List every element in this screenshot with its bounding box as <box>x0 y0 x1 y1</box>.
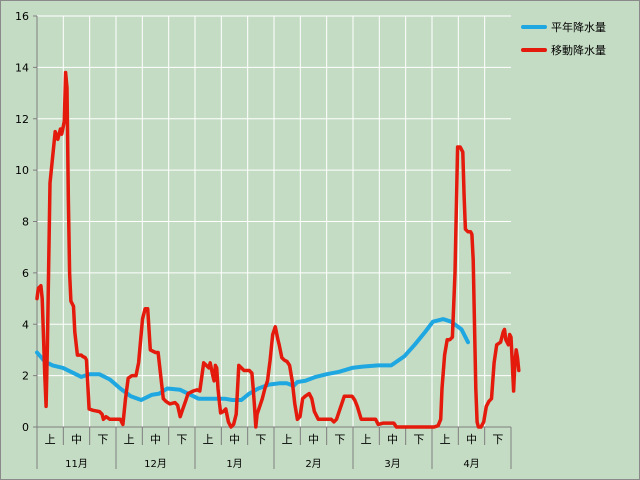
x-decade-label-16: 中 <box>466 433 477 446</box>
x-decade-label-9: 上 <box>282 433 293 446</box>
legend-entry-moving: 移動降水量 <box>521 42 606 58</box>
x-decade-label-11: 下 <box>334 433 345 446</box>
x-decade-label-7: 中 <box>229 433 240 446</box>
x-decade-label-8: 下 <box>255 433 266 446</box>
legend-label-moving: 移動降水量 <box>551 44 606 57</box>
x-month-label-5: 4月 <box>463 458 479 470</box>
x-decade-label-3: 上 <box>124 433 135 446</box>
x-decade-label-13: 中 <box>387 433 398 446</box>
y-tick-label-8: 8 <box>22 216 29 229</box>
series-line-1 <box>35 70 521 429</box>
legend-label-normal: 平年降水量 <box>551 21 606 34</box>
series-line-0 <box>35 317 470 402</box>
x-decade-label-5: 下 <box>176 433 187 446</box>
x-month-label-0: 11月 <box>65 458 88 470</box>
x-decade-label-15: 上 <box>440 433 451 446</box>
x-month-label-4: 3月 <box>384 458 400 470</box>
x-month-label-1: 12月 <box>144 458 167 470</box>
legend-entry-normal: 平年降水量 <box>521 19 606 35</box>
x-month-label-3: 2月 <box>305 458 321 470</box>
y-tick-label-10: 10 <box>15 164 29 177</box>
x-decade-label-2: 下 <box>97 433 108 446</box>
x-decade-label-4: 中 <box>150 433 161 446</box>
x-decade-label-14: 下 <box>413 433 424 446</box>
y-tick-label-12: 12 <box>15 113 29 126</box>
legend-swatch-moving <box>521 48 547 52</box>
legend-swatch-normal <box>521 25 547 29</box>
x-decade-label-12: 上 <box>361 433 372 446</box>
y-tick-label-14: 14 <box>15 61 29 74</box>
y-tick-label-16: 16 <box>15 10 29 23</box>
x-month-label-2: 1月 <box>226 458 242 470</box>
x-decade-label-0: 上 <box>45 433 56 446</box>
y-tick-label-0: 0 <box>22 421 29 434</box>
y-tick-label-6: 6 <box>22 267 29 280</box>
x-decade-label-10: 中 <box>308 433 319 446</box>
x-decade-label-17: 下 <box>492 433 503 446</box>
y-tick-label-2: 2 <box>22 370 29 383</box>
x-decade-label-6: 上 <box>203 433 214 446</box>
y-tick-label-4: 4 <box>22 318 29 331</box>
x-decade-label-1: 中 <box>71 433 82 446</box>
